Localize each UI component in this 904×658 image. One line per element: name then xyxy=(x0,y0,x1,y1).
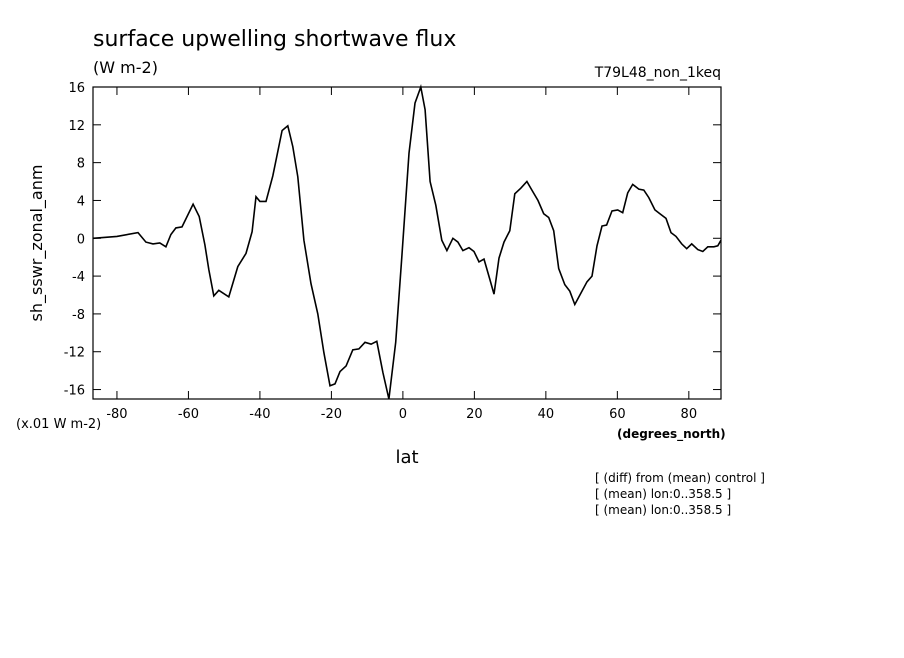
y-tick-label: 16 xyxy=(68,81,85,96)
x-units: (degrees_north) xyxy=(617,427,726,442)
y-tick-label: 12 xyxy=(68,119,85,134)
y-tick-label: -16 xyxy=(64,384,85,399)
run-label: T79L48_non_1keq xyxy=(594,65,721,81)
x-tick-label: -60 xyxy=(178,407,199,422)
x-tick-label: 0 xyxy=(399,407,407,422)
x-tick-label: 40 xyxy=(538,407,555,422)
y-tick-label: 8 xyxy=(77,157,85,172)
note: [ (mean) lon:0..358.5 ] xyxy=(595,503,731,517)
x-axis-label: lat xyxy=(395,447,418,468)
y-tick-label: 0 xyxy=(77,232,85,247)
note: [ (diff) from (mean) control ] xyxy=(595,471,765,485)
y-tick-label: -4 xyxy=(72,270,85,285)
x-tick-label: -20 xyxy=(321,407,342,422)
chart-title: surface upwelling shortwave flux xyxy=(93,27,456,52)
y-tick-label: -12 xyxy=(64,346,85,361)
plot-frame xyxy=(92,86,722,400)
note: [ (mean) lon:0..358.5 ] xyxy=(595,487,731,501)
y-tick-label: -8 xyxy=(72,308,85,323)
y-units: (x.01 W m-2) xyxy=(16,417,101,432)
x-tick-label: 60 xyxy=(609,407,626,422)
x-tick-label: -80 xyxy=(106,407,127,422)
y-tick-label: 4 xyxy=(77,194,85,209)
x-tick-label: 20 xyxy=(466,407,483,422)
y-axis-label: sh_sswr_zonal_anm xyxy=(27,165,47,322)
chart-subtitle: (W m-2) xyxy=(93,58,158,77)
data-line xyxy=(92,83,722,400)
x-tick-label: -40 xyxy=(249,407,270,422)
x-tick-label: 80 xyxy=(681,407,698,422)
